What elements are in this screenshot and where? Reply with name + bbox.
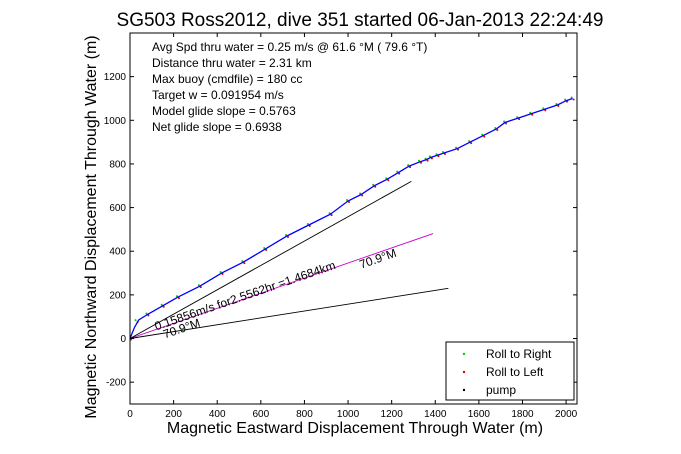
- info-line: Avg Spd thru water = 0.25 m/s @ 61.6 °M …: [152, 40, 427, 54]
- y-tick-label: 400: [109, 247, 126, 258]
- series-point-0: [407, 164, 410, 167]
- x-tick-label: 0: [127, 409, 133, 420]
- series-point-1: [572, 98, 575, 101]
- plot-area: [130, 96, 575, 341]
- series-point-1: [531, 113, 534, 116]
- series-point-1: [409, 166, 412, 169]
- x-tick-label: 1600: [468, 409, 491, 420]
- legend-box: [445, 341, 575, 401]
- series-point-1: [398, 172, 401, 175]
- y-axis-label: Magnetic Northward Displacement Through …: [83, 35, 100, 418]
- series-point-1: [348, 201, 351, 204]
- x-tick-label: 1800: [511, 409, 534, 420]
- series-point-1: [557, 105, 560, 108]
- series-point-0: [542, 107, 545, 110]
- series-point-1: [443, 153, 446, 156]
- series-point-0: [468, 140, 471, 143]
- series-point-0: [284, 233, 287, 236]
- series-point-1: [147, 314, 150, 317]
- y-tick-label: -200: [106, 378, 126, 389]
- series-point-1: [243, 262, 246, 265]
- series-point-0: [418, 159, 421, 162]
- y-tick-label: 1000: [104, 116, 127, 127]
- legend-marker: [462, 352, 466, 356]
- series-point-0: [197, 284, 200, 287]
- series-point-1: [437, 155, 440, 158]
- legend: Roll to Right Roll to Left pump: [445, 341, 575, 401]
- series-point-0: [134, 319, 137, 322]
- series-point-0: [359, 192, 362, 195]
- series-point-1: [483, 135, 486, 138]
- x-tick-label: 600: [252, 409, 269, 420]
- series-point-1: [518, 118, 521, 121]
- x-tick-label: 1000: [337, 409, 360, 420]
- series-point-1: [361, 194, 364, 197]
- legend-marker: [462, 388, 466, 392]
- y-tick-label: 600: [109, 203, 126, 214]
- series-point-1: [426, 159, 429, 162]
- series-point-1: [470, 142, 473, 145]
- series-point-1: [330, 214, 333, 217]
- x-tick-label: 200: [165, 409, 182, 420]
- series-line-4: [130, 233, 434, 339]
- series-point-0: [372, 183, 375, 186]
- series-point-0: [396, 170, 399, 173]
- series-point-1: [308, 225, 311, 228]
- chart-title: SG503 Ross2012, dive 351 started 06-Jan-…: [117, 10, 604, 31]
- series-point-1: [387, 179, 390, 182]
- info-box: Avg Spd thru water = 0.25 m/s @ 61.6 °M …: [152, 40, 427, 134]
- y-tick-label: 800: [109, 159, 126, 170]
- info-line: Model glide slope = 0.5763: [152, 104, 296, 118]
- info-line: Distance thru water = 2.31 km: [152, 56, 312, 70]
- series-point-0: [160, 303, 163, 306]
- info-line: Max buoy (cmdfile) = 180 cc: [152, 72, 302, 86]
- x-axis-label: Magnetic Eastward Displacement Through W…: [167, 420, 543, 437]
- series-point-0: [481, 133, 484, 136]
- axes: 0 200 400 600 800 1000 1200 1400 1600 1800 2000-20…: [104, 32, 578, 420]
- y-tick-label: 200: [109, 290, 126, 301]
- legend-entry: Roll to Right: [486, 347, 552, 361]
- series-point-0: [503, 120, 506, 123]
- series-point-1: [162, 305, 165, 308]
- series-line-3: [130, 97, 573, 339]
- x-tick-label: 1200: [381, 409, 404, 420]
- series-point-0: [385, 177, 388, 180]
- series-point-0: [219, 271, 222, 274]
- y-tick-label: 1200: [104, 72, 127, 83]
- series-point-0: [263, 247, 266, 250]
- series-point-0: [175, 295, 178, 298]
- legend-marker: [462, 370, 466, 374]
- x-tick-label: 800: [296, 409, 313, 420]
- x-tick-label: 1400: [424, 409, 447, 420]
- series-point-0: [564, 98, 567, 101]
- series-line-5: [130, 181, 412, 339]
- x-tick-label: 2000: [555, 409, 578, 420]
- legend-entry: pump: [486, 383, 516, 397]
- x-tick-label: 400: [209, 409, 226, 420]
- series-line-6: [130, 287, 449, 339]
- legend-entry: Roll to Left: [486, 365, 544, 379]
- series-point-0: [455, 146, 458, 149]
- series-point-1: [496, 129, 499, 132]
- info-line: Target w = 0.091954 m/s: [152, 88, 284, 102]
- info-line: Net glide slope = 0.6938: [152, 120, 282, 134]
- axes-frame: [129, 32, 578, 405]
- series-point-0: [428, 155, 431, 158]
- y-tick-label: 0: [120, 334, 126, 345]
